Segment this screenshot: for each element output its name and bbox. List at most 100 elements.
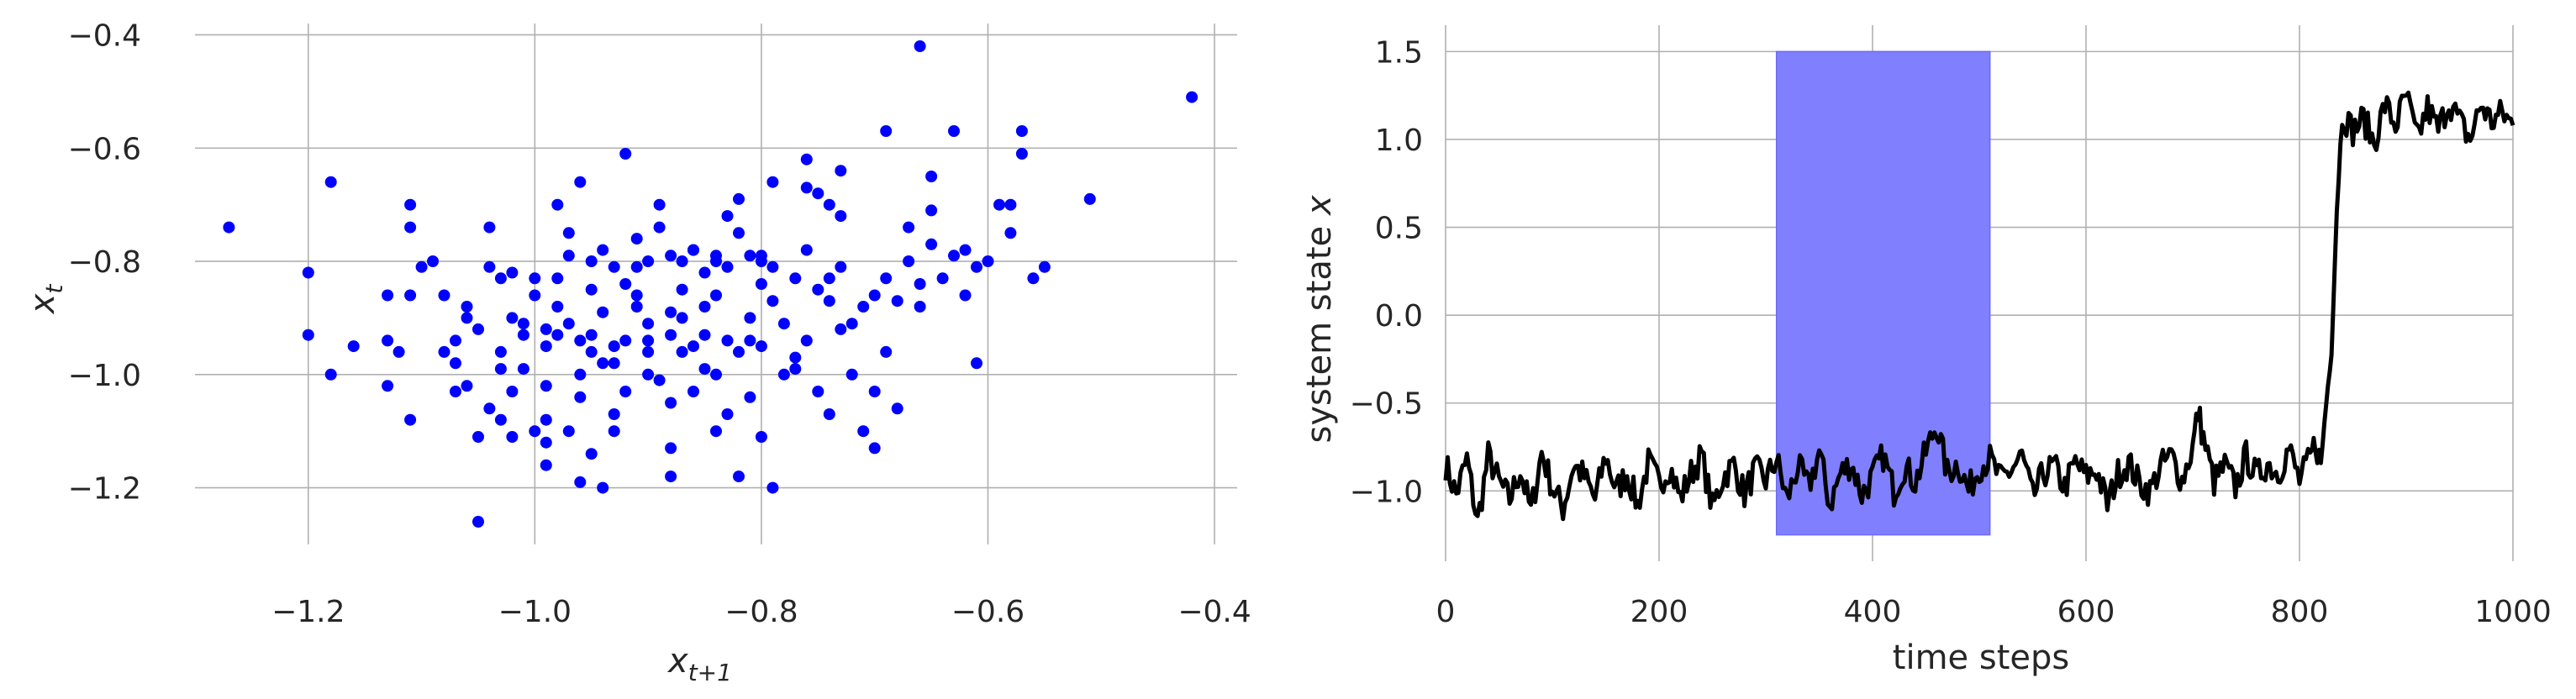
scatter-point: [1004, 198, 1017, 211]
scatter-point: [823, 198, 835, 211]
scatter-point: [1186, 91, 1198, 103]
scatter-point: [800, 153, 813, 166]
scatter-point: [540, 340, 552, 353]
scatter-point: [574, 176, 587, 188]
timeseries-x-tick-label: 400: [1844, 595, 1902, 629]
scatter-point: [710, 368, 722, 381]
scatter-point: [438, 289, 450, 302]
scatter-x-tick-label: −1.2: [271, 595, 345, 629]
scatter-point: [710, 255, 722, 267]
scatter-point: [551, 272, 564, 285]
scatter-point: [608, 425, 620, 438]
scatter-point: [483, 402, 496, 415]
scatter-point: [948, 250, 960, 262]
scatter-point: [676, 283, 688, 296]
timeseries-y-tick-label: −0.5: [1350, 387, 1423, 422]
timeseries-x-tick-label: 800: [2271, 595, 2329, 629]
scatter-point: [382, 380, 394, 392]
scatter-point: [721, 334, 734, 347]
scatter-point: [619, 278, 632, 290]
scatter-point: [630, 260, 643, 273]
scatter-x-tick-label: −0.6: [951, 595, 1025, 629]
scatter-point: [698, 301, 711, 313]
scatter-point: [529, 289, 541, 302]
scatter-point: [585, 255, 598, 267]
scatter-point: [665, 397, 677, 409]
scatter-point: [665, 306, 677, 318]
scatter-point: [755, 278, 767, 290]
scatter-point: [461, 301, 473, 313]
scatter-point: [733, 345, 745, 358]
scatter-point: [698, 328, 711, 341]
scatter-point: [823, 408, 835, 420]
scatter-point: [1027, 272, 1040, 285]
scatter-point: [744, 250, 756, 262]
scatter-point: [529, 272, 541, 285]
scatter-point: [642, 334, 655, 347]
scatter-point: [845, 368, 858, 381]
scatter-point: [585, 328, 598, 341]
scatter-point: [993, 198, 1005, 211]
scatter-point: [551, 301, 564, 313]
scatter-point: [789, 351, 802, 364]
scatter-point: [392, 345, 405, 358]
scatter-point: [903, 221, 915, 234]
scatter-point: [744, 334, 756, 347]
scatter-point: [630, 289, 643, 302]
scatter-point: [1015, 148, 1028, 160]
timeseries-x-tick-label: 200: [1630, 595, 1688, 629]
scatter-y-tick-label: −1.2: [68, 472, 141, 507]
timeseries-x-tick-label: 600: [2057, 595, 2115, 629]
scatter-point: [755, 250, 767, 262]
scatter-point: [880, 345, 893, 358]
scatter-point: [845, 318, 858, 330]
scatter-point: [766, 176, 779, 188]
scatter-point: [630, 301, 643, 313]
scatter-point: [823, 272, 835, 285]
timeseries-x-tick-label: 1000: [2474, 595, 2552, 629]
scatter-point: [642, 345, 655, 358]
scatter-point: [789, 363, 802, 376]
scatter-point: [721, 260, 734, 273]
scatter-point: [574, 334, 587, 347]
scatter-point: [517, 318, 529, 330]
scatter-point: [777, 318, 790, 330]
scatter-point: [529, 425, 541, 438]
scatter-point: [494, 345, 507, 358]
scatter-point: [812, 386, 824, 397]
scatter-y-tick-label: −0.8: [68, 245, 141, 280]
scatter-point: [925, 204, 938, 217]
scatter-point: [427, 255, 439, 267]
scatter-point: [506, 431, 519, 443]
scatter-point: [948, 125, 960, 137]
scatter-point: [438, 345, 450, 358]
scatter-point: [800, 334, 813, 347]
scatter-point: [562, 425, 575, 438]
scatter-point: [653, 221, 666, 234]
scatter-point: [461, 380, 473, 392]
scatter-point: [630, 233, 643, 245]
scatter-point: [450, 334, 461, 347]
scatter-point: [982, 255, 994, 267]
scatter-points: [223, 40, 1198, 528]
scatter-point: [608, 260, 620, 273]
scatter-point: [450, 386, 461, 397]
scatter-point: [324, 176, 337, 188]
scatter-point: [540, 380, 552, 392]
timeseries-x-axis-label: time steps: [1893, 639, 2069, 677]
scatter-point: [868, 289, 881, 302]
scatter-point: [914, 40, 926, 52]
scatter-point: [959, 244, 972, 256]
scatter-point: [676, 312, 688, 324]
scatter-point: [562, 250, 575, 262]
timeseries-y-axis-label: system state x: [1300, 195, 1339, 443]
scatter-point: [744, 312, 756, 324]
scatter-point: [676, 345, 688, 358]
scatter-point: [733, 470, 745, 483]
scatter-point: [404, 221, 417, 234]
scatter-point: [494, 363, 507, 376]
scatter-point: [324, 368, 337, 381]
scatter-point: [506, 312, 519, 324]
timeseries-y-tick-label: 1.0: [1375, 124, 1423, 158]
scatter-point: [766, 295, 779, 307]
